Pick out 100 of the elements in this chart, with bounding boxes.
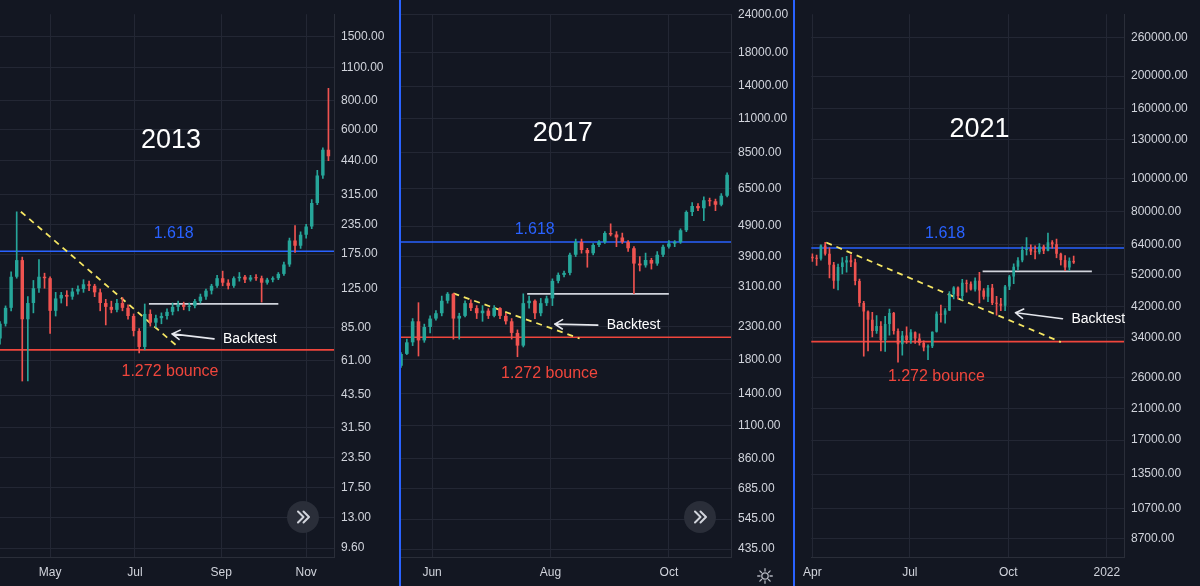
y-tick-label: 64000.00 <box>1131 236 1182 251</box>
candlestick <box>1042 244 1045 254</box>
candlestick <box>104 299 108 326</box>
candlestick <box>87 280 91 292</box>
candlestick <box>858 278 861 307</box>
y-tick-label: 24000.00 <box>738 6 789 21</box>
y-tick-label: 52000.00 <box>1131 267 1182 282</box>
y-tick-label: 435.00 <box>738 541 776 556</box>
y-tick-label: 1100.00 <box>341 60 384 75</box>
candlestick <box>1029 244 1033 255</box>
y-tick-label: 17.50 <box>341 479 372 494</box>
y-tick-label: 200000.00 <box>1131 68 1189 83</box>
y-tick-label: 31.50 <box>341 420 372 435</box>
candlestick <box>254 274 258 281</box>
y-tick-label: 3900.00 <box>738 248 782 263</box>
y-tick-label: 42000.00 <box>1131 298 1182 313</box>
y-tick-label: 1800.00 <box>738 352 782 366</box>
y-tick-label: 3100.00 <box>738 279 782 294</box>
candlestick <box>875 315 878 334</box>
y-tick-label: 100000.00 <box>1131 170 1189 185</box>
x-tick-label: 2022 <box>1093 564 1121 579</box>
y-tick-label: 26000.00 <box>1131 369 1182 384</box>
candlestick <box>26 296 30 382</box>
x-tick-label: Apr <box>802 564 822 579</box>
candlestick <box>1055 238 1058 259</box>
y-tick-label: 13500.00 <box>1131 466 1182 481</box>
x-tick-label: May <box>38 564 62 579</box>
candlestick <box>995 295 998 316</box>
x-tick-label: Jul <box>127 564 143 579</box>
x-tick-label: Nov <box>295 564 317 579</box>
x-tick-label: Oct <box>659 564 679 579</box>
candlestick <box>672 240 677 247</box>
candlestick <box>176 300 180 312</box>
x-tick-label: Sep <box>210 564 233 579</box>
candlestick <box>870 311 874 338</box>
y-tick-label: 21000.00 <box>1131 401 1182 416</box>
y-tick-label: 10700.00 <box>1131 500 1182 515</box>
x-tick-label: Jun <box>422 564 442 579</box>
candlestick <box>845 255 848 273</box>
y-tick-label: 235.00 <box>341 216 379 231</box>
y-tick-label: 800.00 <box>341 92 379 107</box>
candlestick <box>965 279 968 293</box>
candlestick <box>293 225 297 253</box>
y-tick-label: 8700.00 <box>1131 531 1175 546</box>
y-tick-label: 8500.00 <box>738 144 782 159</box>
candlestick <box>187 302 191 312</box>
ref-line-label: 1.272 bounce <box>501 363 599 381</box>
y-tick-label: 1500.00 <box>341 28 385 43</box>
candlestick <box>935 311 938 333</box>
candlestick <box>828 247 831 279</box>
y-tick-label: 2300.00 <box>738 319 782 334</box>
y-tick-label: 18000.00 <box>738 44 789 59</box>
candlestick <box>926 344 930 360</box>
y-tick-label: 23.50 <box>341 449 372 464</box>
annotation: 1.618 <box>514 220 555 238</box>
ref-line-label: 1.272 bounce <box>121 362 219 380</box>
text: 2017 <box>532 117 593 148</box>
y-tick-label: 260000.00 <box>1131 29 1189 44</box>
candlestick <box>1068 257 1071 271</box>
y-tick-label: 13.00 <box>341 509 372 524</box>
candlestick <box>65 290 69 307</box>
y-tick-label: 14000.00 <box>738 78 789 93</box>
candlestick <box>978 272 981 304</box>
y-tick-label: 175.00 <box>341 246 379 261</box>
annotation: 1.618 <box>925 224 966 242</box>
candlestick <box>1038 243 1041 255</box>
annotation: Backtest <box>1071 309 1126 326</box>
y-tick-label: 860.00 <box>738 450 776 465</box>
y-tick-label: 160000.00 <box>1131 101 1189 116</box>
y-tick-label: 34000.00 <box>1131 330 1182 344</box>
y-tick-label: 61.00 <box>341 353 372 368</box>
annotation: 1.618 <box>153 223 194 241</box>
y-tick-label: 11000.00 <box>738 110 788 125</box>
y-tick-label: 9.60 <box>341 540 365 555</box>
y-tick-label: 80000.00 <box>1131 203 1182 218</box>
y-tick-label: 315.00 <box>341 186 379 201</box>
candlestick <box>918 333 921 346</box>
candlestick <box>905 326 908 344</box>
candlestick <box>1012 263 1016 285</box>
y-tick-label: 85.00 <box>341 319 372 334</box>
y-tick-label: 1400.00 <box>738 385 782 400</box>
y-tick-label: 6500.00 <box>738 180 782 195</box>
y-tick-label: 1100.00 <box>738 417 781 432</box>
y-tick-label: 4900.00 <box>738 218 782 233</box>
candlestick <box>862 300 866 357</box>
candlestick <box>841 257 844 275</box>
candlestick <box>815 254 818 266</box>
y-tick-label: 130000.00 <box>1131 131 1189 146</box>
candlestick <box>1008 274 1011 290</box>
annotation: Backtest <box>606 316 661 332</box>
text: 2013 <box>140 124 202 155</box>
y-tick-label: 43.50 <box>341 387 372 402</box>
y-tick-label: 440.00 <box>341 153 379 168</box>
candlestick <box>1050 240 1054 249</box>
y-tick-label: 600.00 <box>341 121 379 136</box>
y-tick-label: 545.00 <box>738 511 776 526</box>
candlestick <box>948 291 951 312</box>
y-tick-label: 125.00 <box>341 280 379 295</box>
ref-line-label: 1.272 bounce <box>887 367 985 385</box>
annotation: Backtest <box>223 329 277 346</box>
